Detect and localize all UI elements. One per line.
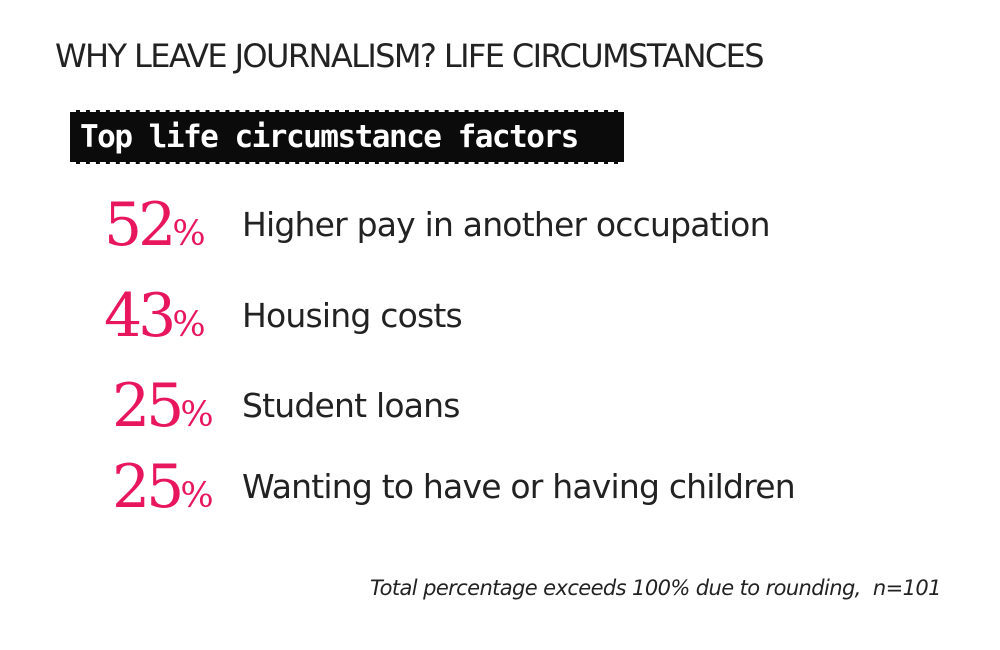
factor-row-housing: 43% Housing costs: [0, 286, 1000, 366]
factor-label: Higher pay in another occupation: [242, 205, 770, 244]
footnote: Total percentage exceeds 100% due to rou…: [370, 576, 941, 600]
factor-percent-value: 25: [112, 452, 184, 522]
section-banner: Top life circumstance factors: [70, 110, 624, 164]
factor-percent: 25%: [112, 457, 214, 527]
factor-percent-sign: %: [180, 395, 213, 435]
factor-percent: 43%: [104, 286, 206, 356]
factor-percent: 52%: [104, 195, 206, 265]
page-title: WHY LEAVE JOURNALISM? LIFE CIRCUMSTANCES: [55, 37, 765, 75]
factor-row-student-loans: 25% Student loans: [0, 376, 1000, 456]
factor-label: Student loans: [242, 386, 460, 425]
factor-percent-value: 25: [112, 371, 184, 441]
factor-percent: 25%: [112, 376, 214, 446]
factor-row-higher-pay: 52% Higher pay in another occupation: [0, 195, 1000, 275]
factor-row-children: 25% Wanting to have or having children: [0, 457, 1000, 537]
factor-percent-value: 43: [104, 281, 176, 351]
factor-label: Wanting to have or having children: [242, 467, 796, 506]
section-banner-label: Top life circumstance factors: [80, 119, 579, 155]
factor-percent-sign: %: [180, 476, 213, 516]
factor-label: Housing costs: [242, 296, 463, 335]
factor-percent-sign: %: [172, 214, 205, 254]
factor-percent-value: 52: [104, 190, 176, 260]
factor-percent-sign: %: [172, 305, 205, 345]
